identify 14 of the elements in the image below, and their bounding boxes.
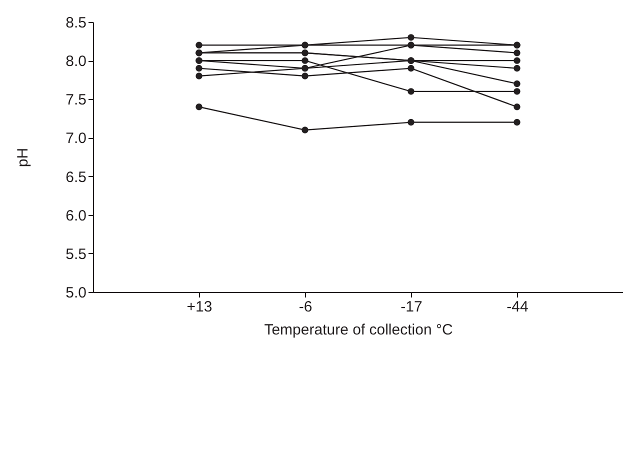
y-tick-label: 6.5 [66,168,86,186]
y-tick-label: 7.5 [66,92,86,109]
y-axis-title: pH [14,148,32,168]
y-tick-label: 5.0 [66,284,86,302]
x-axis-title: Temperature of collection °C [264,322,453,338]
x-tick-label: -44 [506,298,528,316]
x-tick-label: -17 [400,298,422,316]
x-tick-label: +13 [186,298,212,316]
y-tick-label: 7.0 [66,130,86,148]
y-tick-label: 5.5 [66,246,86,263]
y-tick-label: 6.0 [66,207,86,224]
y-tick-label: 8.0 [66,53,86,70]
x-tick-label: -6 [298,298,312,316]
y-tick-label: 8.5 [66,14,86,32]
